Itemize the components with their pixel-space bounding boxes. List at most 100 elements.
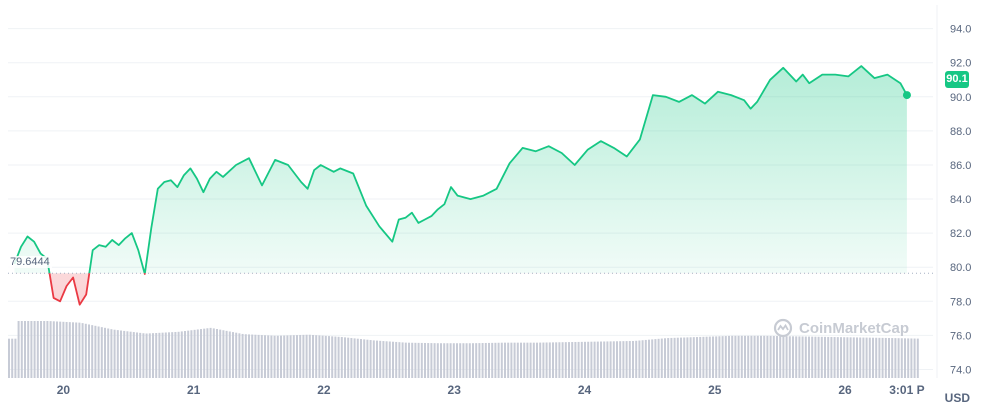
volume-bar <box>17 321 20 378</box>
volume-bar <box>856 337 858 378</box>
volume-bar <box>705 336 708 378</box>
volume-bar <box>174 331 177 378</box>
volume-bar <box>184 331 186 378</box>
volume-bar <box>568 342 570 378</box>
volume-bar <box>744 335 746 378</box>
volume-bar <box>718 336 721 378</box>
volume-bar <box>465 343 468 378</box>
volume-bar <box>532 342 535 378</box>
volume-bar <box>116 330 119 378</box>
volume-bar <box>699 336 702 378</box>
volume-bar <box>696 337 698 378</box>
volume-bar <box>587 341 590 378</box>
volume-bar <box>308 334 311 378</box>
y-tick-label: 78.0 <box>950 296 971 308</box>
volume-bar <box>571 342 574 378</box>
volume-bar <box>670 337 673 378</box>
volume-bar <box>731 335 734 378</box>
volume-bar <box>916 338 919 378</box>
volume-bar <box>900 338 903 378</box>
volume-bar <box>324 335 327 378</box>
volume-bar <box>561 342 564 378</box>
volume-bar <box>772 335 775 378</box>
volume-bar <box>884 337 887 378</box>
volume-bar <box>750 335 753 378</box>
volume-bar <box>539 342 542 378</box>
volume-bar <box>43 321 46 378</box>
y-tick-label: 84.0 <box>950 194 971 206</box>
volume-bar <box>161 332 164 378</box>
volume-bar <box>664 338 666 378</box>
volume-bar <box>443 343 446 378</box>
volume-bar <box>817 336 820 378</box>
volume-bar <box>107 328 110 378</box>
coinmarketcap-watermark: CoinMarketCap <box>773 318 909 338</box>
volume-bar <box>475 343 478 378</box>
volume-bar <box>72 322 74 378</box>
volume-bar <box>907 338 910 378</box>
volume-bar <box>619 341 622 378</box>
volume-bar <box>436 343 439 378</box>
volume-bar <box>657 338 660 378</box>
volume-bar <box>152 333 154 378</box>
volume-bar <box>603 341 606 378</box>
volume-bar <box>270 335 273 378</box>
x-tick-label: 21 <box>187 383 201 397</box>
volume-bar <box>401 342 404 378</box>
volume-bar <box>830 336 833 378</box>
volume-bar <box>497 342 500 378</box>
y-tick-label: 86.0 <box>950 160 971 172</box>
current-price-badge: 90.1 <box>945 71 969 88</box>
volume-bar <box>584 341 586 378</box>
volume-bar <box>897 338 900 378</box>
volume-bar <box>132 332 135 378</box>
volume-bar <box>849 337 852 378</box>
x-tick-label: 23 <box>448 383 462 397</box>
volume-bar <box>804 336 807 378</box>
y-tick-label: 76.0 <box>950 330 971 342</box>
volume-bar <box>289 335 292 378</box>
volume-bar <box>606 341 609 378</box>
volume-bar <box>648 339 650 378</box>
volume-bar <box>452 343 455 378</box>
volume-bar <box>388 341 391 378</box>
volume-bar <box>814 336 817 378</box>
volume-bar <box>491 342 494 378</box>
volume-bar <box>552 342 554 378</box>
volume-bar <box>30 321 33 378</box>
volume-bar <box>792 336 794 378</box>
volume-bar <box>136 332 138 378</box>
volume-bar <box>430 343 433 378</box>
volume-bar <box>81 323 84 378</box>
volume-bar <box>264 335 266 378</box>
volume-bar <box>360 339 362 378</box>
volume-bar <box>168 332 170 378</box>
volume-bar <box>88 324 90 378</box>
x-tick-label: 25 <box>708 383 722 397</box>
volume-bar <box>811 336 814 378</box>
volume-bar <box>340 337 343 378</box>
volume-bar <box>318 335 321 378</box>
volume-bar <box>852 337 855 378</box>
volume-bar <box>440 343 442 378</box>
volume-bar <box>683 337 686 378</box>
volume-bar <box>641 340 644 378</box>
volume-bar <box>155 332 158 378</box>
volume-bar <box>654 339 657 378</box>
volume-bar <box>507 342 510 378</box>
volume-bar <box>78 322 81 378</box>
volume-bar <box>334 336 337 378</box>
volume-bar <box>612 341 615 378</box>
volume-bar <box>123 330 126 378</box>
volume-bar <box>824 336 826 378</box>
y-tick-label: 90.0 <box>950 92 971 104</box>
volume-bar <box>395 341 398 378</box>
volume-bar <box>728 335 730 378</box>
volume-bar <box>347 337 350 378</box>
volume-bar <box>59 321 62 378</box>
volume-bar <box>372 340 375 378</box>
volume-bar <box>62 321 65 378</box>
volume-bar <box>878 337 881 378</box>
y-tick-label: 94.0 <box>950 24 971 36</box>
